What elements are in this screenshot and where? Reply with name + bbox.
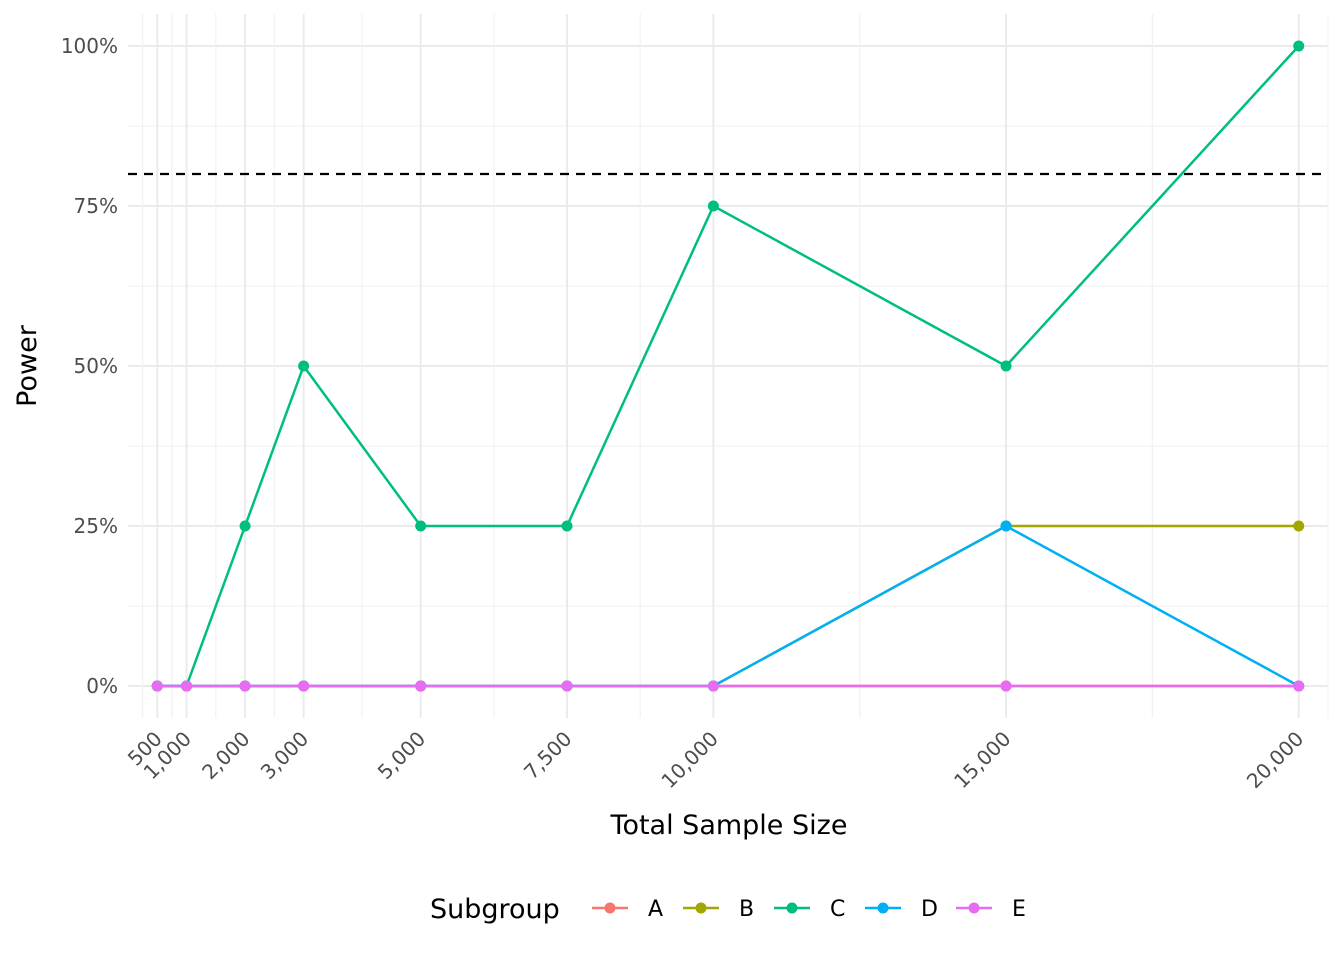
data-point-E <box>181 680 193 692</box>
legend: Subgroup A B C D E <box>430 894 1026 925</box>
data-point-E <box>415 680 427 692</box>
x-axis-title: Total Sample Size <box>610 810 848 841</box>
data-point-C <box>298 360 310 372</box>
legend-label-C: C <box>830 897 845 922</box>
data-point-E <box>239 680 251 692</box>
x-tick-label: 20,000 <box>1242 727 1308 793</box>
y-tick-label: 0% <box>86 674 118 698</box>
data-point-C <box>707 200 719 212</box>
x-tick-label: 3,000 <box>256 727 313 784</box>
y-tick-label: 75% <box>74 194 118 218</box>
data-point-C <box>1000 360 1012 372</box>
legend-item-C: C <box>774 897 845 922</box>
y-tick-label: 100% <box>61 34 118 58</box>
legend-item-D: D <box>865 897 938 922</box>
data-point-C <box>1293 40 1305 52</box>
legend-item-B: B <box>683 897 754 922</box>
data-point-C <box>561 520 573 532</box>
legend-key-point <box>786 902 798 914</box>
y-axis-title: Power <box>12 324 43 407</box>
y-axis-ticks: 0% 25% 50% 75% 100% <box>61 34 118 698</box>
data-point-E <box>298 680 310 692</box>
legend-key-point <box>877 902 889 914</box>
series-layer <box>151 40 1305 692</box>
data-point-E <box>151 680 163 692</box>
data-point-E <box>1000 680 1012 692</box>
data-point-E <box>707 680 719 692</box>
legend-label-B: B <box>739 897 754 922</box>
x-tick-label: 2,000 <box>197 727 254 784</box>
legend-title: Subgroup <box>430 894 560 925</box>
legend-label-D: D <box>921 897 938 922</box>
y-tick-label: 25% <box>74 514 118 538</box>
legend-item-E: E <box>956 897 1026 922</box>
y-tick-label: 50% <box>74 354 118 378</box>
x-tick-label: 5,000 <box>373 727 430 784</box>
data-point-C <box>415 520 427 532</box>
legend-label-A: A <box>648 897 663 922</box>
legend-key-point <box>604 902 616 914</box>
legend-item-A: A <box>592 897 663 922</box>
x-tick-label: 10,000 <box>656 727 722 793</box>
x-tick-label: 15,000 <box>949 727 1015 793</box>
data-point-E <box>561 680 573 692</box>
legend-label-E: E <box>1012 897 1026 922</box>
data-point-D <box>1000 520 1012 532</box>
legend-key-point <box>695 902 707 914</box>
data-point-B <box>1293 520 1305 532</box>
series-E <box>151 680 1305 692</box>
data-point-E <box>1293 680 1305 692</box>
data-point-C <box>239 520 251 532</box>
legend-key-point <box>968 902 980 914</box>
x-tick-label: 7,500 <box>519 727 576 784</box>
